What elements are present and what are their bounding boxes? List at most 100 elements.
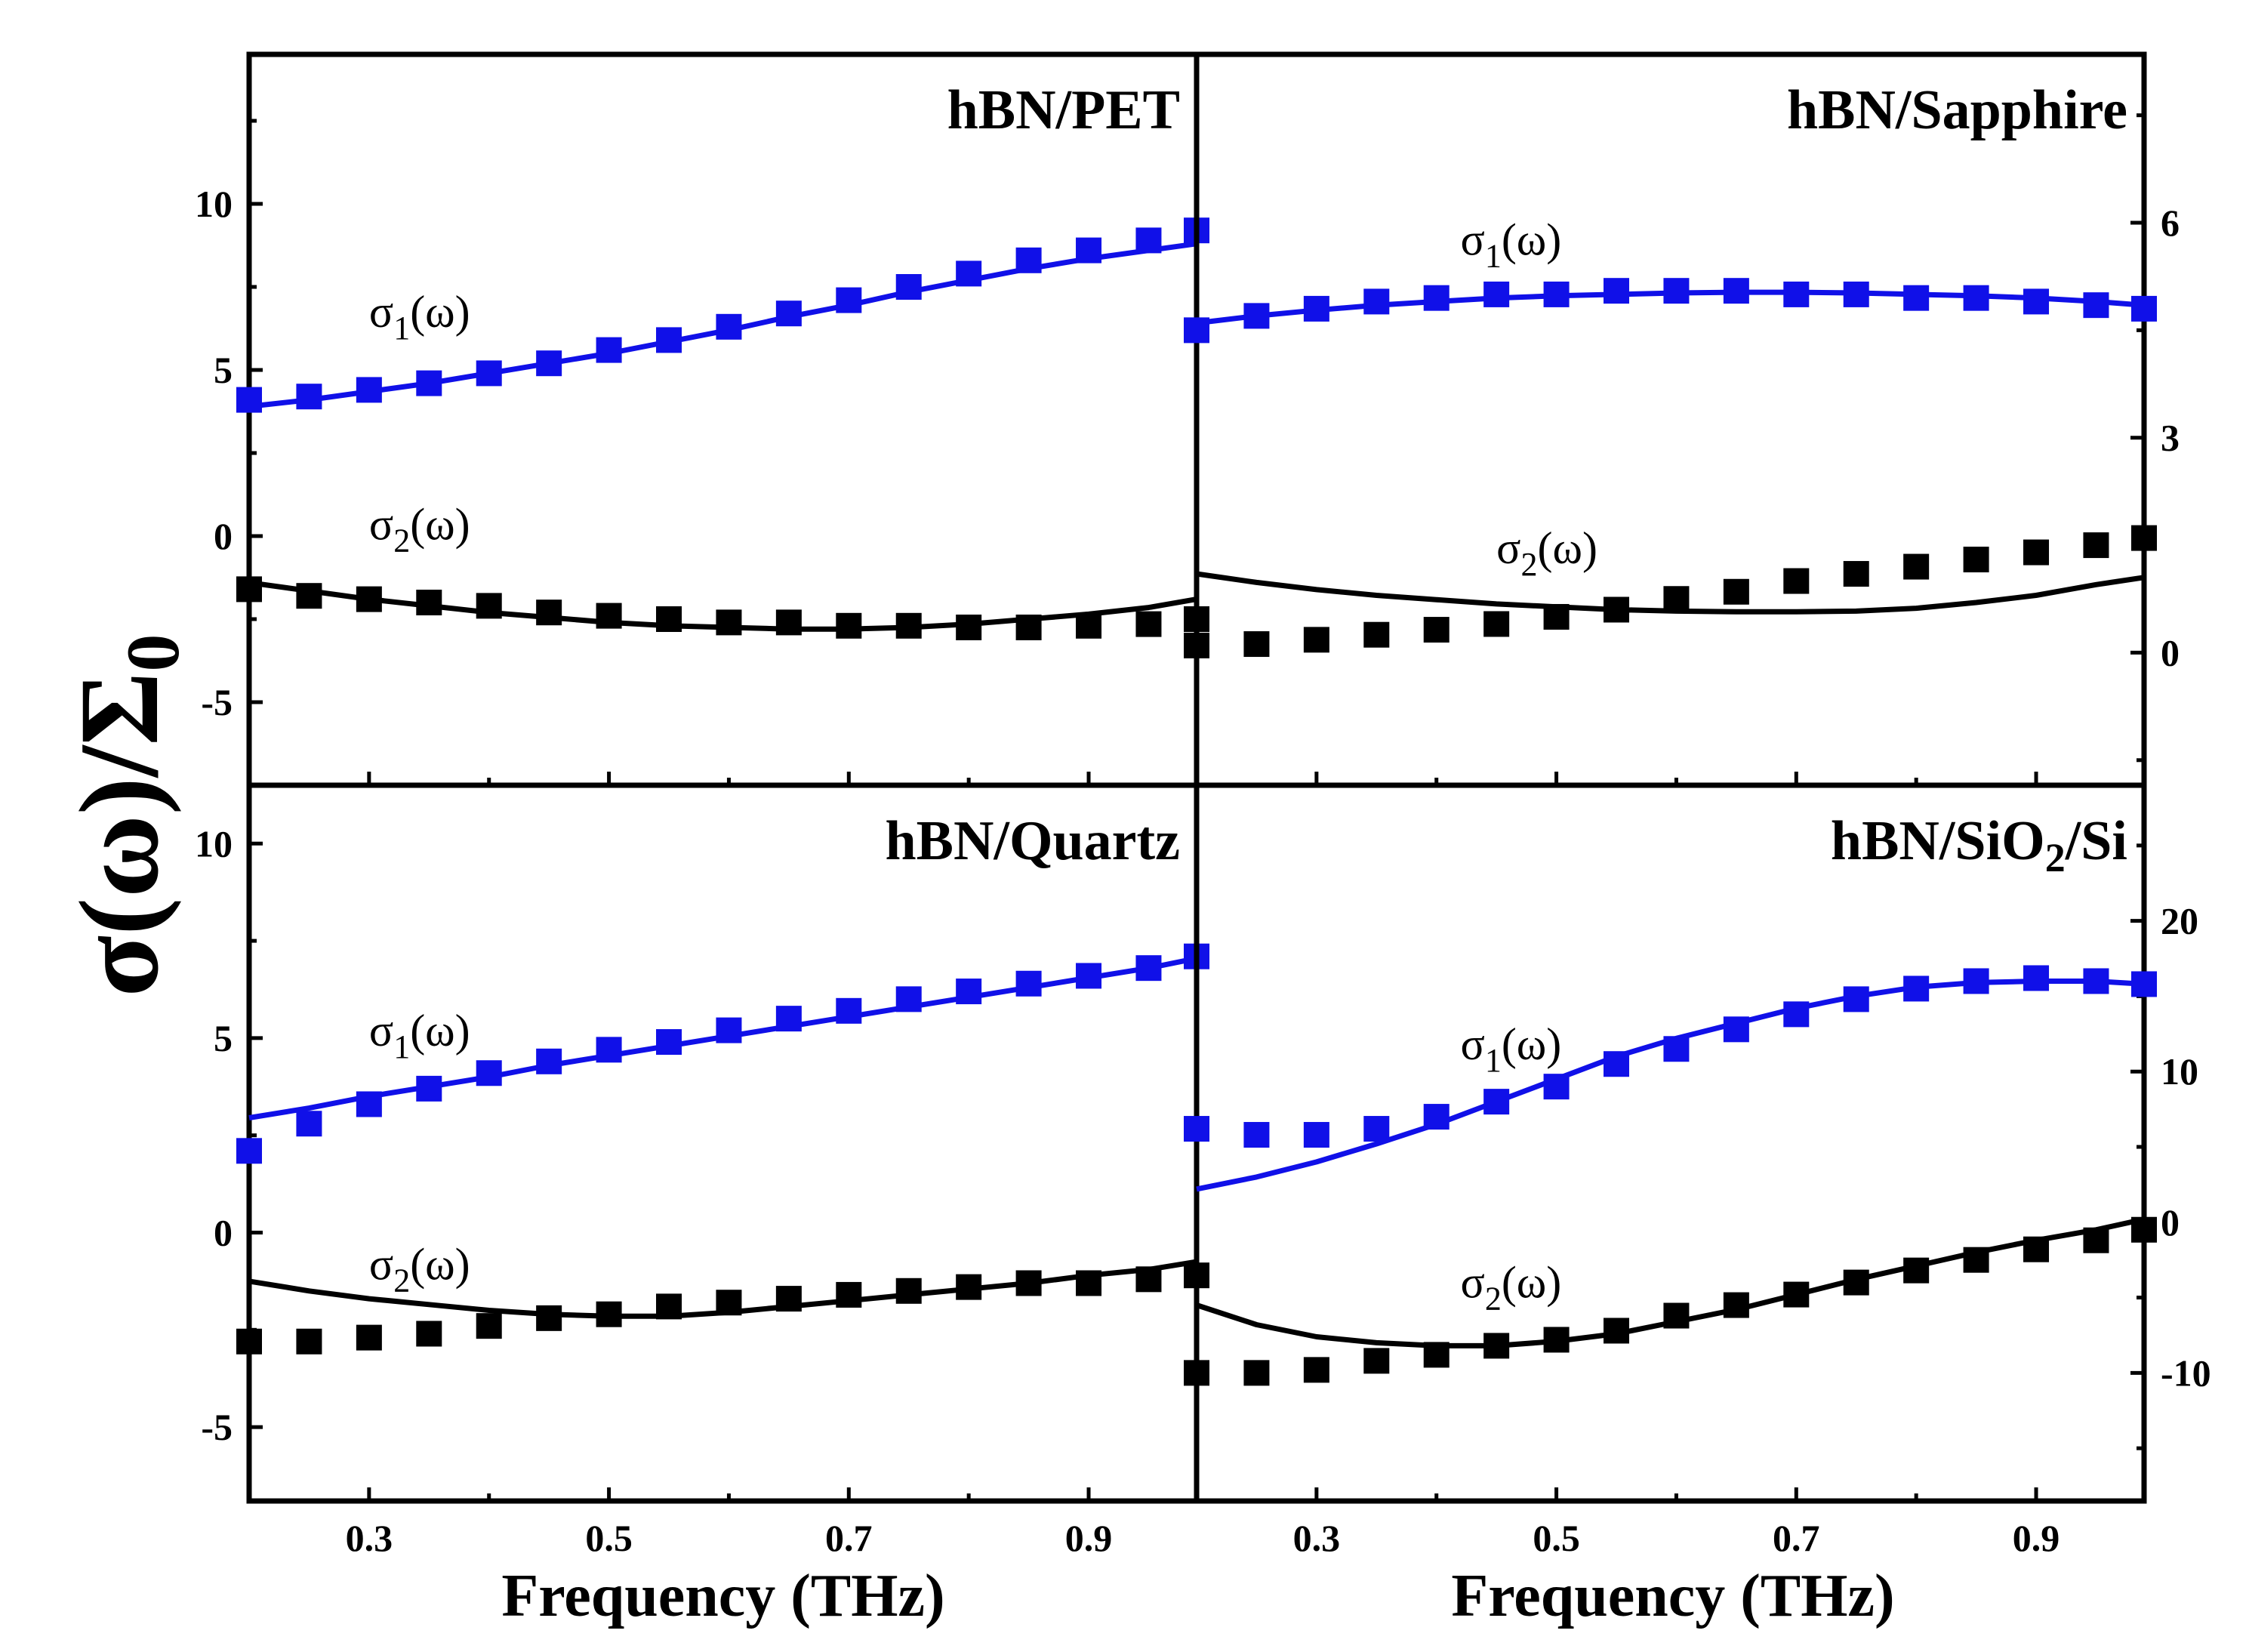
data-point (1423, 285, 1450, 311)
series-label: σ1(ω) (369, 1006, 470, 1065)
data-point (1783, 1001, 1810, 1028)
data-point (1076, 963, 1102, 989)
data-point (956, 1274, 982, 1300)
panel-title: hBN/PET (947, 79, 1180, 141)
data-point (1483, 281, 1510, 307)
text-part: σ (369, 1006, 393, 1056)
data-point (1963, 1247, 1989, 1273)
data-point (1843, 1269, 1869, 1296)
data-point (1483, 1089, 1510, 1115)
data-point (1303, 295, 1329, 322)
data-point (356, 586, 382, 612)
data-point (895, 1278, 922, 1304)
data-point (1663, 1036, 1690, 1062)
data-point (1184, 317, 1209, 344)
x-tick-label: 0.3 (1293, 1517, 1341, 1559)
data-point (2023, 1236, 2050, 1262)
data-point (775, 1286, 802, 1312)
data-point (236, 576, 262, 603)
data-point (1783, 281, 1810, 307)
data-point (2131, 1216, 2157, 1243)
data-point (1423, 617, 1450, 643)
data-point (1135, 1266, 1162, 1293)
data-point (536, 1305, 562, 1331)
data-point (416, 370, 442, 396)
x-axis-title-right: Frequency (THz) (1451, 1563, 1894, 1629)
data-point (1243, 1360, 1270, 1386)
data-point (1423, 1342, 1450, 1368)
data-point (596, 1301, 622, 1327)
series-label: σ1(ω) (1460, 215, 1561, 275)
panel-frame (1194, 51, 2147, 788)
data-point (1015, 615, 1042, 640)
data-point (296, 1111, 322, 1137)
data-point (536, 350, 562, 377)
x-tick-label: 0.3 (346, 1517, 393, 1559)
data-point (476, 360, 502, 387)
series-sigma2: σ2(ω) (236, 1239, 1209, 1355)
data-point (775, 301, 802, 327)
data-point (716, 1017, 742, 1043)
data-point (1483, 1333, 1510, 1359)
data-point (2083, 292, 2109, 319)
data-point (1843, 561, 1869, 587)
x-tick-label: 0.5 (585, 1517, 633, 1559)
data-point (1135, 227, 1162, 254)
panel-title: hBN/SiO2/Si (1831, 810, 2127, 880)
data-point (956, 615, 982, 640)
y-tick-label: 0 (214, 515, 233, 557)
y-tick-label: 0 (2161, 631, 2180, 673)
data-point (775, 1006, 802, 1032)
text-part: (ω) (1502, 215, 1561, 265)
y-tick-label: 20 (2161, 900, 2198, 942)
series-sigma2: σ2(ω) (1184, 523, 2157, 658)
text-part: σ (369, 287, 393, 337)
subscript: 2 (393, 522, 410, 559)
text-part: hBN/Quartz (885, 810, 1180, 872)
fit-line (1196, 979, 2145, 1192)
data-point (1184, 1116, 1209, 1142)
data-point (296, 583, 322, 609)
x-tick-label: 0.7 (825, 1517, 873, 1559)
data-point (1303, 1122, 1329, 1148)
data-point (716, 1290, 742, 1316)
data-point (716, 609, 742, 636)
data-point (1076, 1270, 1102, 1296)
data-point (1903, 553, 1930, 580)
text-part: (ω) (1502, 1019, 1561, 1069)
data-point (236, 1138, 262, 1164)
data-point (1723, 1016, 1749, 1043)
data-point (1303, 627, 1329, 653)
panel-title: hBN/Quartz (885, 810, 1180, 872)
data-point (296, 1328, 322, 1355)
data-point (1363, 621, 1390, 648)
data-point (416, 1321, 442, 1347)
y-tick-label: 10 (195, 183, 233, 225)
data-point (2131, 295, 2157, 322)
text-part: σ (369, 499, 393, 549)
data-point (956, 979, 982, 1005)
data-point (1184, 632, 1209, 658)
y-tick-label: 6 (2161, 202, 2180, 244)
data-point (1843, 281, 1869, 307)
data-point (1604, 278, 1630, 304)
panel-frame (246, 51, 1200, 788)
data-point (2023, 539, 2050, 566)
text-part: /Si (2065, 810, 2127, 872)
data-point (836, 997, 862, 1024)
data-point (836, 612, 862, 639)
y-tick-label: 10 (195, 822, 233, 865)
data-point (1543, 1074, 1570, 1100)
data-point (2023, 288, 2050, 315)
data-point (2131, 525, 2157, 551)
data-point (2023, 965, 2050, 991)
data-point (895, 986, 922, 1012)
text-part: (ω) (1537, 523, 1597, 573)
series-label: σ2(ω) (1496, 523, 1597, 583)
y-axis-title: σ(ω)/Σ0 (57, 634, 195, 997)
series-sigma2: σ2(ω) (236, 499, 1209, 640)
data-point (416, 590, 442, 615)
data-point (1076, 612, 1102, 639)
